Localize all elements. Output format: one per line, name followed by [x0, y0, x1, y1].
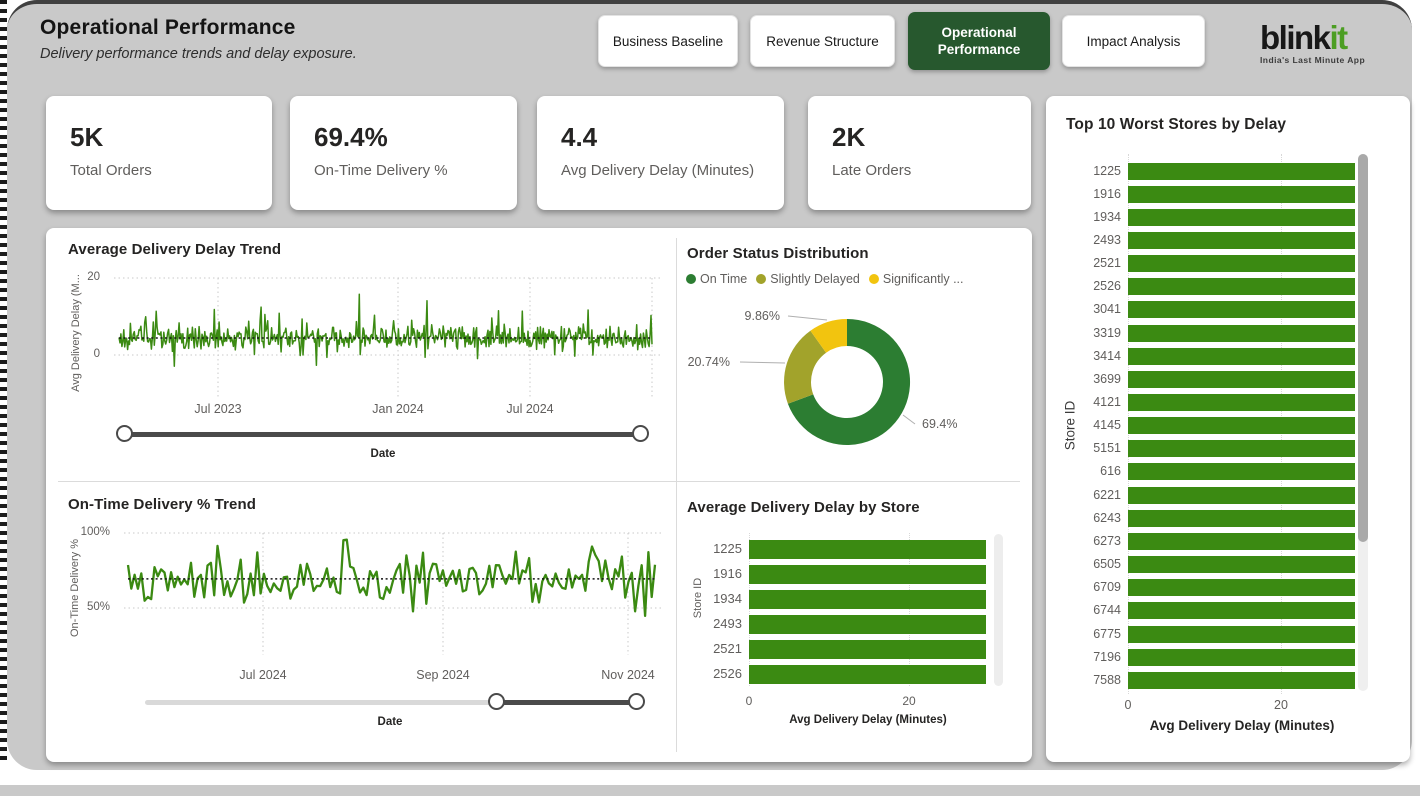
bar-category-label: 6744 — [1064, 603, 1121, 618]
page-subtitle: Delivery performance trends and delay ex… — [40, 46, 357, 62]
bar-category-label: 2493 — [694, 616, 742, 632]
bar-category-label: 2521 — [1064, 256, 1121, 271]
bar[interactable] — [1128, 579, 1355, 596]
bar[interactable] — [1128, 487, 1355, 504]
bar-category-label: 6221 — [1064, 488, 1121, 503]
logo-text-black: blink — [1260, 19, 1330, 56]
bar[interactable] — [1128, 232, 1355, 249]
kpi-card-ontime-delivery: 69.4% On-Time Delivery % — [290, 96, 517, 210]
bar[interactable] — [1128, 163, 1355, 180]
bar[interactable] — [1128, 672, 1355, 689]
bar[interactable] — [1128, 371, 1355, 388]
page-title: Operational Performance — [40, 16, 296, 40]
kpi-card-avg-delay: 4.4 Avg Delivery Delay (Minutes) — [537, 96, 784, 210]
bar-category-label: 616 — [1064, 464, 1121, 479]
bar-category-label: 4121 — [1064, 395, 1121, 410]
kpi-label: Avg Delivery Delay (Minutes) — [561, 162, 754, 179]
x-tick: 0 — [746, 694, 753, 708]
kpi-value: 4.4 — [561, 122, 597, 153]
bar-category-label: 6709 — [1064, 580, 1121, 595]
bar[interactable] — [1128, 301, 1355, 318]
bar-category-label: 2493 — [1064, 233, 1121, 248]
kpi-value: 5K — [70, 122, 103, 153]
bar[interactable] — [749, 590, 986, 609]
scrollbar-thumb[interactable] — [1358, 154, 1368, 542]
bar-category-label: 3041 — [1064, 302, 1121, 317]
blinkit-logo: blinkit India's Last Minute App — [1260, 22, 1400, 65]
bar[interactable] — [1128, 510, 1355, 527]
bar[interactable] — [1128, 626, 1355, 643]
kpi-card-late-orders: 2K Late Orders — [808, 96, 1031, 210]
bar-category-label: 2521 — [694, 641, 742, 657]
bar[interactable] — [749, 640, 986, 659]
x-tick: 20 — [1274, 698, 1288, 712]
kpi-value: 69.4% — [314, 122, 388, 153]
kpi-value: 2K — [832, 122, 865, 153]
bar[interactable] — [1128, 278, 1355, 295]
bar-rows-container: 1225 1916 1934 2493 2521 2526 — [46, 228, 1032, 762]
bar-category-label: 4145 — [1064, 418, 1121, 433]
bar[interactable] — [749, 540, 986, 559]
tab-business-baseline[interactable]: Business Baseline — [598, 15, 738, 67]
x-axis-title: Avg Delivery Delay (Minutes) — [1150, 718, 1335, 733]
bar[interactable] — [1128, 417, 1355, 434]
bar-category-label: 1225 — [1064, 164, 1121, 179]
tab-operational-performance[interactable]: Operational Performance — [908, 12, 1050, 70]
tab-revenue-structure[interactable]: Revenue Structure — [750, 15, 895, 67]
bar[interactable] — [1128, 394, 1355, 411]
bar[interactable] — [1128, 463, 1355, 480]
bar-category-label: 3699 — [1064, 372, 1121, 387]
main-charts-card: Average Delivery Delay Trend Avg Deliver… — [46, 228, 1032, 762]
kpi-label: On-Time Delivery % — [314, 162, 448, 179]
bar-category-label: 7588 — [1064, 673, 1121, 688]
window-bottom-strip — [0, 785, 1420, 796]
canvas-dashed-edge — [0, 0, 7, 762]
x-axis-title: Avg Delivery Delay (Minutes) — [789, 714, 946, 726]
bar-category-label: 3319 — [1064, 326, 1121, 341]
bar-category-label: 1934 — [1064, 210, 1121, 225]
logo-wordmark: blinkit — [1260, 22, 1400, 54]
bar[interactable] — [1128, 186, 1355, 203]
bar[interactable] — [1128, 533, 1355, 550]
bar[interactable] — [1128, 325, 1355, 342]
logo-tagline: India's Last Minute App — [1260, 55, 1400, 65]
top-stores-card: Top 10 Worst Stores by Delay Store ID 12… — [1046, 96, 1410, 762]
tab-impact-analysis[interactable]: Impact Analysis — [1062, 15, 1205, 67]
bar-category-label: 3414 — [1064, 349, 1121, 364]
bar-category-label: 6273 — [1064, 534, 1121, 549]
bar-category-label: 2526 — [1064, 279, 1121, 294]
bar-category-label: 6243 — [1064, 511, 1121, 526]
bar[interactable] — [1128, 556, 1355, 573]
bar[interactable] — [1128, 348, 1355, 365]
bar[interactable] — [1128, 255, 1355, 272]
bar-rows-container: 1225 1916 1934 2493 2521 2526 3041 3319 3414 3699… — [1046, 96, 1410, 762]
bar[interactable] — [749, 665, 986, 684]
bar-category-label: 1916 — [1064, 187, 1121, 202]
dashboard-page: Operational Performance Delivery perform… — [0, 0, 1420, 796]
scrollbar[interactable] — [994, 534, 1003, 686]
bar-category-label: 6775 — [1064, 627, 1121, 642]
bar-category-label: 6505 — [1064, 557, 1121, 572]
x-tick: 0 — [1125, 698, 1132, 712]
bar-category-label: 1225 — [694, 541, 742, 557]
kpi-card-total-orders: 5K Total Orders — [46, 96, 272, 210]
bar-category-label: 1916 — [694, 566, 742, 582]
bar[interactable] — [749, 615, 986, 634]
bar[interactable] — [1128, 649, 1355, 666]
bar[interactable] — [1128, 209, 1355, 226]
bar-category-label: 1934 — [694, 591, 742, 607]
bar-category-label: 7196 — [1064, 650, 1121, 665]
bar[interactable] — [1128, 602, 1355, 619]
kpi-label: Total Orders — [70, 162, 152, 179]
x-tick: 20 — [902, 694, 915, 708]
bar-category-label: 2526 — [694, 666, 742, 682]
kpi-label: Late Orders — [832, 162, 911, 179]
bar[interactable] — [1128, 440, 1355, 457]
bar-category-label: 5151 — [1064, 441, 1121, 456]
logo-text-green: it — [1330, 19, 1347, 56]
bar[interactable] — [749, 565, 986, 584]
